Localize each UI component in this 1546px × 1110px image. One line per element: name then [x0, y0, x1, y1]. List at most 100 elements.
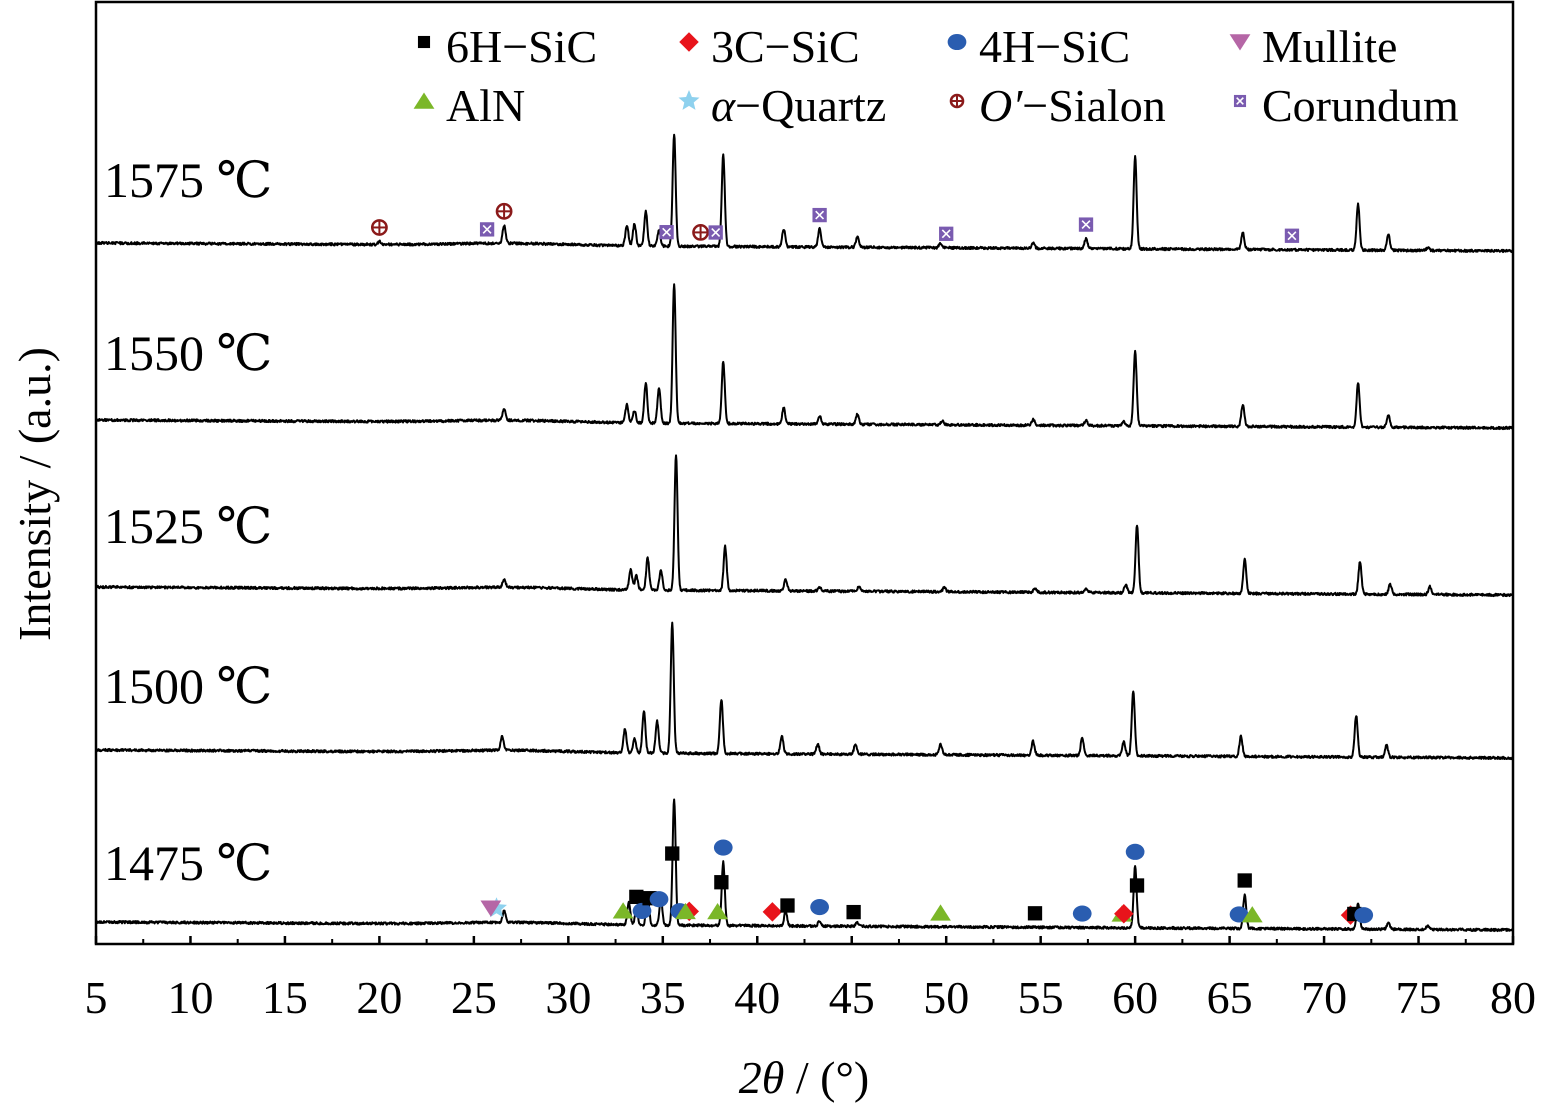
legend-label: AlN — [446, 80, 525, 131]
legend: 6H−SiC 3C−SiC 4H−SiC Mullite AlN α−Quartz O′−S… — [413, 21, 1459, 131]
series-label: 1475 ℃ — [104, 835, 272, 891]
circle-marker — [1072, 905, 1092, 922]
legend-label-text: AlN — [446, 80, 525, 131]
triangle-up-marker — [707, 903, 728, 920]
legend-item: 3C−SiC — [679, 21, 860, 72]
x-tick-label: 25 — [451, 972, 497, 1023]
triangle-up-marker — [930, 904, 951, 921]
boxed-x-marker — [939, 226, 954, 241]
legend-label: Mullite — [1262, 21, 1397, 72]
triangle-up-marker — [612, 902, 634, 919]
legend-label: 6H−SiC — [446, 21, 597, 72]
x-tick-label: 15 — [262, 972, 308, 1023]
x-tick-label: 5 — [85, 972, 108, 1023]
series-line — [95, 798, 1514, 933]
series-line — [95, 283, 1514, 431]
xrd-curves — [95, 133, 1514, 933]
square-marker — [1027, 906, 1043, 921]
circle-marker — [713, 839, 733, 856]
y-axis-label: Intensity / (a.u.) — [9, 347, 60, 641]
legend-item: O′−Sialon — [949, 80, 1166, 131]
plot-frame — [94, 0, 1515, 946]
square-marker — [846, 904, 861, 920]
legend-item: Corundum — [1233, 80, 1459, 131]
boxed-x-marker — [812, 207, 827, 223]
x-tick-label: 55 — [1018, 972, 1064, 1023]
x-tick-label: 60 — [1112, 972, 1158, 1023]
legend-label: Corundum — [1262, 80, 1459, 131]
x-tick-label: 65 — [1207, 972, 1253, 1023]
square-marker — [780, 898, 795, 913]
x-tick-label: 45 — [829, 972, 875, 1023]
legend-label-text: −Quartz — [735, 80, 886, 131]
legend-label-text: 3C−SiC — [711, 21, 860, 72]
series-line — [95, 621, 1514, 761]
circle-marker — [810, 899, 829, 916]
series-label: 1500 ℃ — [104, 658, 272, 714]
legend-label-text: 4H−SiC — [979, 21, 1130, 72]
legend-label: α−Quartz — [711, 80, 886, 131]
circled-plus-marker — [371, 219, 388, 236]
circle-marker — [649, 891, 669, 908]
triangle-up-marker — [413, 92, 435, 109]
legend-label-italic: α — [711, 80, 736, 131]
legend-item: AlN — [413, 80, 525, 131]
legend-label: 3C−SiC — [711, 21, 860, 72]
legend-item: Mullite — [1229, 21, 1397, 72]
legend-label-text: Corundum — [1262, 80, 1459, 131]
series-label: 1550 ℃ — [104, 325, 272, 381]
circle-marker — [1354, 907, 1374, 924]
square-marker — [665, 846, 680, 861]
boxed-x-marker — [708, 225, 723, 240]
series-labels: 1575 ℃ 1550 ℃ 1525 ℃ 1500 ℃ 1475 ℃ — [104, 152, 272, 891]
triangle-up-marker — [675, 902, 696, 920]
square-marker — [417, 35, 431, 49]
x-axis-ticks: 5 10 15 20 25 30 35 40 45 50 55 60 65 70 75 80 — [85, 936, 1536, 1023]
x-axis-label: 2θ / (°) — [739, 1052, 869, 1103]
triangle-up-marker — [1241, 906, 1263, 923]
legend-item: α−Quartz — [678, 80, 886, 131]
star-marker — [678, 90, 700, 110]
boxed-x-marker — [1078, 217, 1094, 232]
x-tick-label: 80 — [1490, 972, 1536, 1023]
series-label: 1575 ℃ — [104, 152, 272, 208]
square-marker — [1129, 878, 1145, 893]
square-marker — [714, 875, 729, 890]
x-tick-label: 40 — [734, 972, 780, 1023]
legend-label: 4H−SiC — [979, 21, 1130, 72]
series-label: 1525 ℃ — [104, 498, 272, 554]
legend-item: 6H−SiC — [417, 21, 597, 72]
legend-label-text: −Sialon — [1022, 80, 1166, 131]
x-tick-label: 75 — [1396, 972, 1442, 1023]
diamond-marker — [762, 902, 783, 922]
x-tick-label: 70 — [1301, 972, 1347, 1023]
triangle-down-marker — [480, 900, 502, 917]
circle-marker — [1229, 906, 1249, 923]
legend-label-text: Mullite — [1262, 21, 1397, 72]
x-tick-label: 30 — [545, 972, 591, 1023]
boxed-x-marker — [659, 225, 674, 240]
x-tick-label: 10 — [167, 972, 213, 1023]
circle-marker — [1125, 843, 1145, 860]
diamond-marker — [679, 32, 699, 52]
square-marker — [1237, 873, 1252, 888]
circled-plus-marker — [949, 93, 965, 109]
triangle-down-marker — [1229, 34, 1251, 51]
square-marker — [629, 889, 644, 905]
diamond-marker — [1114, 904, 1134, 924]
boxed-x-marker — [1284, 228, 1300, 243]
series-line — [95, 454, 1514, 598]
legend-label-italic: O′ — [979, 80, 1023, 131]
x-axis-label-unit: / (°) — [784, 1052, 869, 1103]
circle-marker — [632, 902, 652, 919]
x-tick-label: 35 — [640, 972, 686, 1023]
circled-plus-marker — [495, 202, 513, 220]
boxed-x-marker — [479, 222, 495, 237]
x-tick-label: 50 — [923, 972, 969, 1023]
phase-markers — [371, 202, 1374, 925]
circled-plus-marker — [692, 224, 709, 241]
legend-item: 4H−SiC — [947, 21, 1130, 72]
x-axis-label-symbol: 2θ — [739, 1052, 785, 1103]
x-tick-label: 20 — [356, 972, 402, 1023]
